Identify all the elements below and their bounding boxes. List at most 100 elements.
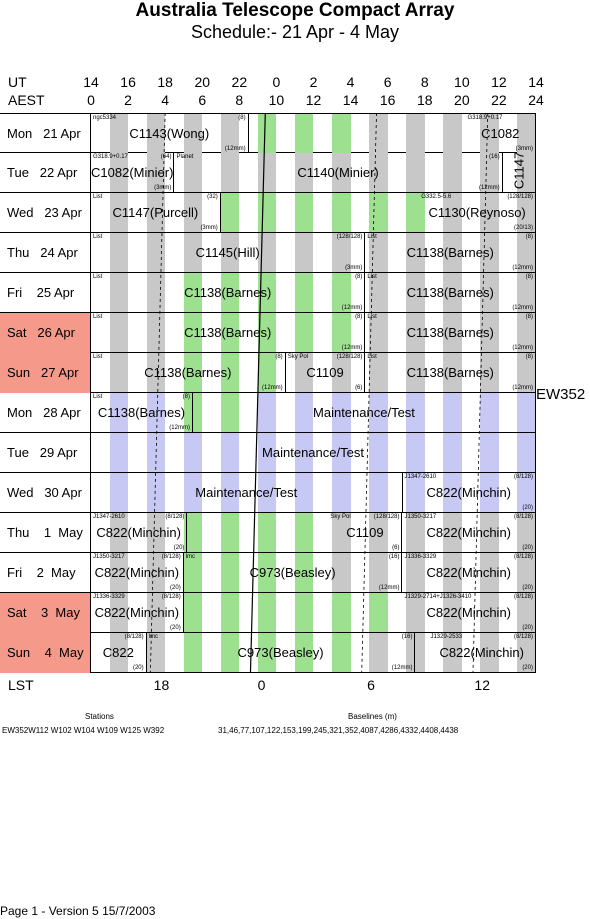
hour-stripe-green (183, 313, 203, 352)
day-label: Sat 26 Apr (0, 313, 91, 353)
hour-stripe-green (220, 593, 240, 632)
hour-stripe-green (257, 553, 277, 592)
hour-stripe-green (294, 193, 314, 232)
block-project: C1138(Barnes) (184, 325, 272, 340)
hour-stripe-green (294, 114, 314, 153)
hour-stripe (406, 114, 425, 153)
hour-stripe (517, 114, 536, 153)
aest-tick-label: 12 (305, 92, 322, 108)
observation-block: J1347-2610 (8/128) (20) C822(Minchin) (91, 513, 188, 552)
hour-stripe (109, 193, 129, 232)
hour-stripe (294, 233, 314, 272)
block-correlator: (8) (355, 314, 363, 320)
lst-tick-label: 6 (367, 677, 375, 693)
block-correlator: (8/128) (165, 514, 185, 520)
block-band: (6) (355, 385, 363, 391)
block-band: (3mm) (515, 146, 533, 152)
hour-stripe (146, 593, 166, 632)
hour-stripe (406, 433, 425, 472)
page-subtitle: Schedule:- 21 Apr - 4 May (190, 22, 400, 42)
block-project: Maintenance/Test (195, 485, 298, 500)
block-correlator: (8/128) (513, 514, 533, 520)
block-project: C1143(Wong) (129, 126, 210, 141)
hour-stripe (369, 633, 388, 672)
hour-stripe (406, 393, 425, 432)
block-band: (12mm) (262, 385, 283, 391)
hour-stripe (443, 353, 462, 392)
ut-tick-label: 0 (272, 74, 281, 90)
block-band: (3mm) (154, 185, 172, 191)
block-correlator: (16) (388, 554, 400, 560)
observation-block: J1350-3217 (8/128) (20) C822(Minchin) (91, 553, 184, 592)
hour-stripe (443, 433, 462, 472)
hour-stripe (517, 353, 536, 392)
hour-stripe-green (220, 513, 240, 552)
hour-stripe (369, 153, 388, 192)
lst-lines-overlay (149, 113, 489, 673)
hour-stripe (332, 473, 351, 512)
block-project: C1138(Barnes) (406, 325, 494, 340)
block-source-note: List (367, 354, 377, 360)
hour-stripe (480, 553, 499, 592)
block-band: (12mm) (378, 585, 400, 591)
block-band: (20) (522, 665, 533, 671)
day-label: Mon 28 Apr (0, 393, 91, 433)
hour-stripe (332, 433, 351, 472)
block-project: C1138(Barnes) (184, 285, 272, 300)
block-project: C1109 (346, 525, 384, 540)
aest-tick-label: 14 (342, 92, 359, 108)
block-correlator: (8/128) (513, 554, 533, 560)
hour-stripe (183, 114, 203, 153)
block-source-note: lmc (185, 554, 196, 560)
hour-stripe-green (294, 513, 314, 552)
observation-block: List (8) (12mm) C1138(Barnes) (91, 393, 193, 432)
block-source-note: J1336-3329 (404, 554, 437, 560)
hour-stripe-green (294, 593, 314, 632)
hour-stripe (480, 473, 499, 512)
hour-stripe-green (220, 313, 240, 352)
hour-stripe (443, 513, 462, 552)
hour-stripe (480, 433, 499, 472)
block-project: C822(Minchin) (426, 565, 512, 580)
lst-tick-label: 12 (474, 677, 490, 693)
block-project: C822(Minchin) (439, 645, 524, 660)
hour-stripe (146, 433, 166, 472)
block-correlator: (128/128) (336, 234, 363, 240)
hour-stripe (109, 473, 129, 512)
block-correlator: (8/128) (161, 554, 181, 560)
hour-stripe (480, 633, 499, 672)
block-project: C1109 (306, 365, 344, 380)
hour-stripe (517, 593, 536, 632)
hour-stripe (257, 433, 277, 472)
hour-stripe (480, 153, 499, 192)
block-project: C1138(Barnes) (406, 285, 494, 300)
hour-stripe (517, 473, 536, 512)
hour-stripe-green (257, 633, 277, 672)
block-correlator: (8/128) (513, 634, 533, 640)
hour-stripe-green (220, 393, 240, 432)
schedule-row: List(8)(12mm)C1138(Barnes)List(8)(12mm)C… (0, 273, 536, 313)
day-label: Wed 23 Apr (0, 193, 91, 233)
hour-stripe-green (183, 273, 203, 312)
hour-stripe (294, 153, 314, 192)
schedule-grid: ngc5334 (8) (12mm) C1143(Wong) G318.9+0.17 (3… (0, 113, 536, 673)
hour-stripe (109, 513, 129, 552)
block-project: C973(Beasley) (237, 645, 324, 660)
lst-line (472, 113, 489, 673)
ut-tick-label: 6 (383, 74, 392, 90)
hour-stripe-green (183, 393, 203, 432)
block-source-note: List (93, 194, 103, 200)
block-band: (20) (170, 625, 181, 631)
hour-stripe (480, 593, 499, 632)
block-project: Maintenance/Test (313, 405, 415, 420)
hour-stripe (183, 433, 203, 472)
block-correlator: (8/128) (124, 634, 144, 640)
block-project: C822(Minchin) (94, 565, 180, 580)
aest-tick-label: 16 (379, 92, 396, 108)
block-source-note: J1336-3329 (93, 594, 125, 600)
block-correlator: (8) (182, 394, 190, 400)
block-project: Maintenance/Test (262, 445, 364, 460)
block-project: C822(Minchin) (426, 525, 512, 540)
hour-stripe (443, 553, 462, 592)
observation-block: List (8) (12mm) C1138(Barnes) (91, 273, 366, 312)
